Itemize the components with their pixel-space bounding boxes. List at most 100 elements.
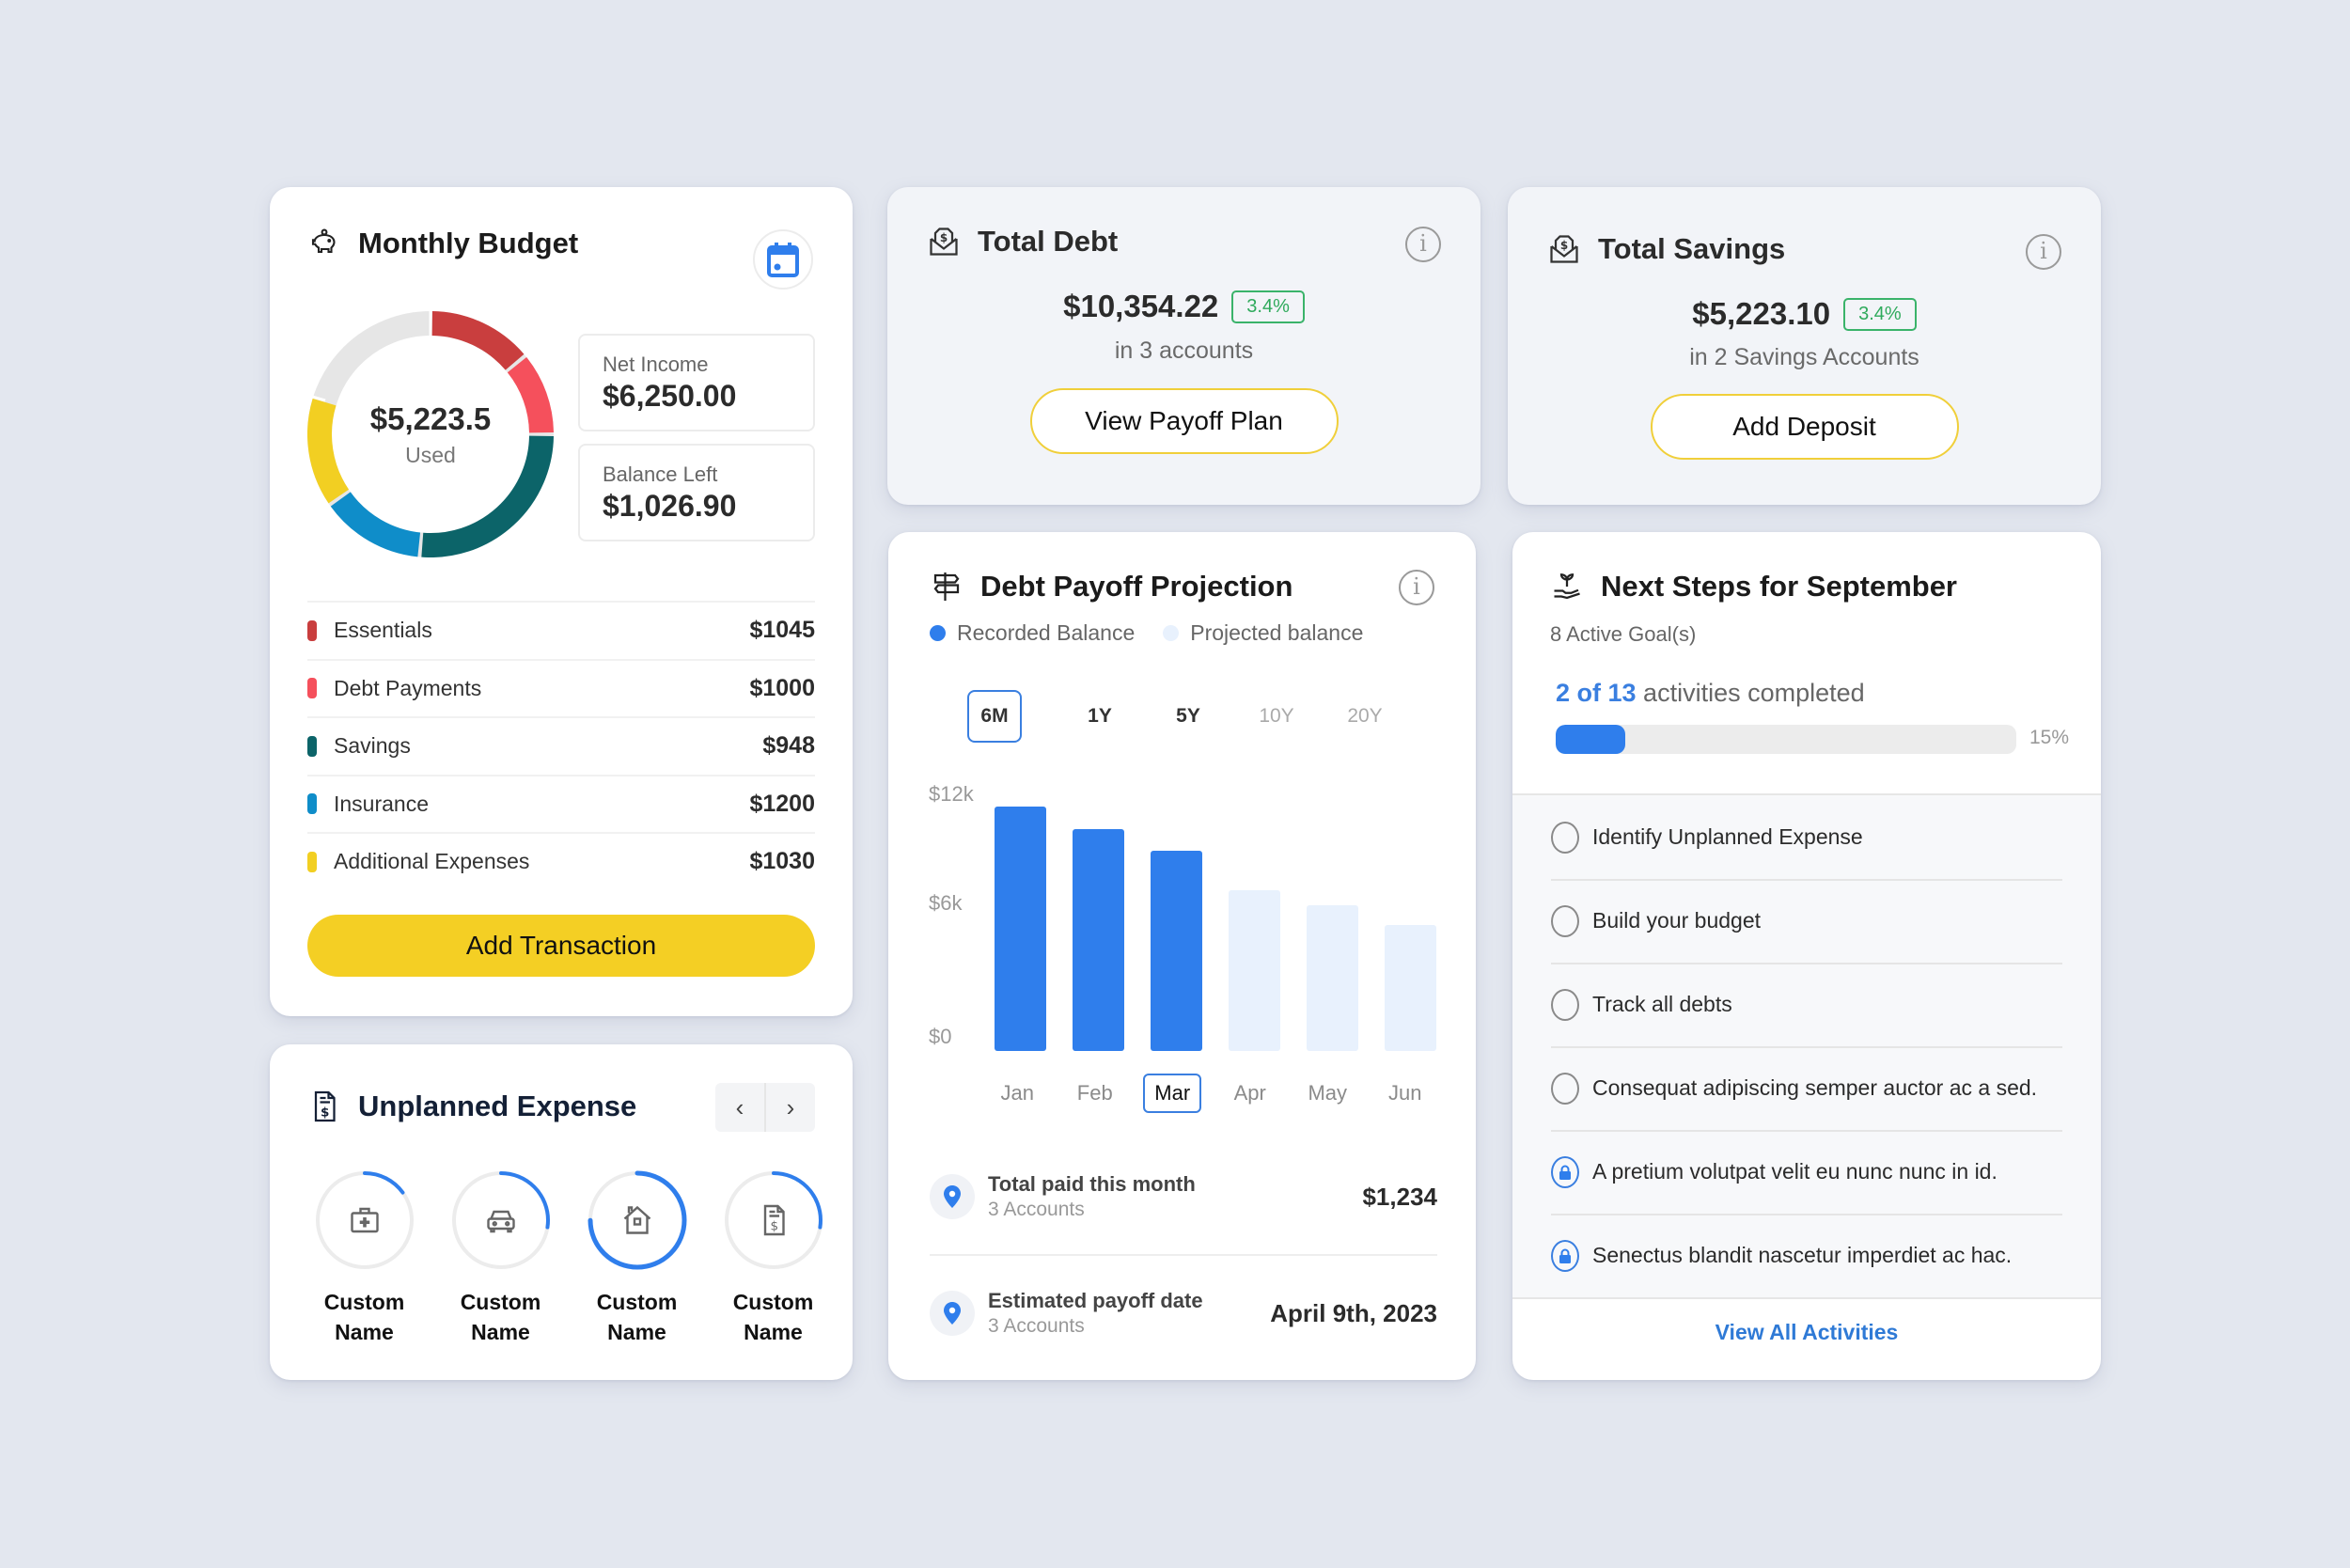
activity-item-locked: Senectus blandit nascetur imperdiet ac h… bbox=[1551, 1214, 2062, 1297]
activity-item[interactable]: Build your budget bbox=[1551, 879, 2062, 963]
view-all-activities-link[interactable]: View All Activities bbox=[1715, 1320, 1899, 1344]
next-steps-card: Next Steps for September 8 Active Goal(s… bbox=[1512, 532, 2101, 1380]
first-aid-icon bbox=[350, 1207, 379, 1233]
expense-item[interactable]: Custom Name bbox=[296, 1170, 432, 1347]
bar-jun[interactable] bbox=[1385, 925, 1436, 1051]
next-steps-header: Next Steps for September bbox=[1550, 570, 1957, 604]
change-badge: 3.4% bbox=[1231, 290, 1305, 323]
payoff-date-row: Estimated payoff date 3 Accounts April 9… bbox=[930, 1271, 1437, 1356]
info-icon[interactable]: i bbox=[1405, 227, 1441, 262]
month-jun[interactable]: Jun bbox=[1388, 1081, 1422, 1105]
activity-item[interactable]: Consequat adipiscing semper auctor ac a … bbox=[1551, 1046, 2062, 1130]
y-tick-6k: $6k bbox=[929, 891, 963, 915]
progress-ring bbox=[588, 1170, 687, 1270]
total-savings-title: Total Savings bbox=[1598, 232, 1786, 265]
add-deposit-button[interactable]: Add Deposit bbox=[1650, 394, 1959, 460]
expense-list: Custom Name Custom Name Custom Name $ Custo… bbox=[296, 1170, 841, 1347]
month-mar[interactable]: Mar bbox=[1134, 1072, 1212, 1115]
divider bbox=[1551, 963, 2062, 964]
legend-dot bbox=[930, 625, 946, 641]
total-debt-amount: $10,354.22 bbox=[1063, 289, 1219, 323]
radio-circle-icon[interactable] bbox=[1551, 988, 1579, 1021]
next-button[interactable]: › bbox=[786, 1092, 795, 1121]
calendar-button[interactable] bbox=[753, 229, 813, 290]
add-transaction-button[interactable]: Add Transaction bbox=[307, 915, 815, 977]
expense-name: Custom Name bbox=[732, 1290, 814, 1344]
total-savings-amount: $5,223.10 bbox=[1692, 296, 1831, 331]
progress-ring: $ bbox=[724, 1170, 823, 1270]
radio-circle-icon[interactable] bbox=[1551, 821, 1579, 854]
budget-row-insurance[interactable]: Insurance $1200 bbox=[307, 774, 815, 833]
y-tick-0: $0 bbox=[929, 1025, 952, 1048]
net-income-box: Net Income $6,250.00 bbox=[578, 334, 815, 431]
range-1y[interactable]: 1Y bbox=[1088, 705, 1112, 727]
info-icon[interactable]: i bbox=[1399, 570, 1434, 605]
category-amount: $1000 bbox=[749, 674, 815, 701]
location-pin-icon bbox=[944, 1185, 961, 1208]
payoff-date-title: Estimated payoff date bbox=[988, 1289, 1203, 1312]
monthly-budget-header: Monthly Budget bbox=[307, 227, 578, 260]
prev-button[interactable]: ‹ bbox=[715, 1083, 766, 1132]
bar-feb[interactable] bbox=[1073, 829, 1124, 1051]
category-label: Debt Payments bbox=[334, 675, 482, 700]
bar-jan[interactable] bbox=[995, 807, 1046, 1051]
budget-row-debt-payments[interactable]: Debt Payments $1000 bbox=[307, 658, 815, 717]
range-10y[interactable]: 10Y bbox=[1259, 705, 1294, 727]
total-paid-title: Total paid this month bbox=[988, 1172, 1196, 1196]
signpost-icon bbox=[933, 572, 960, 601]
expense-item[interactable]: Custom Name bbox=[432, 1170, 569, 1347]
money-envelope-icon: $ bbox=[930, 227, 958, 256]
invoice-dollar-icon: $ bbox=[314, 1090, 336, 1122]
net-income-value: $6,250.00 bbox=[603, 379, 737, 413]
budget-row-essentials[interactable]: Essentials $1045 bbox=[307, 601, 815, 659]
balance-left-box: Balance Left $1,026.90 bbox=[578, 444, 815, 541]
category-label: Essentials bbox=[334, 618, 432, 643]
expense-item[interactable]: $ Custom Name bbox=[705, 1170, 841, 1347]
expense-name: Custom Name bbox=[596, 1290, 678, 1344]
budget-category-list: Essentials $1045 Debt Payments $1000 Sav… bbox=[307, 601, 815, 890]
location-pin-icon bbox=[944, 1302, 961, 1325]
calendar-icon bbox=[767, 243, 799, 277]
divider bbox=[1551, 879, 2062, 881]
total-debt-subtitle: in 3 accounts bbox=[1114, 337, 1254, 364]
range-5y[interactable]: 5Y bbox=[1176, 705, 1200, 727]
lock-icon bbox=[1551, 1155, 1579, 1188]
month-feb[interactable]: Feb bbox=[1076, 1081, 1113, 1105]
svg-text:$: $ bbox=[1560, 239, 1568, 252]
payoff-date-value: April 9th, 2023 bbox=[1270, 1298, 1437, 1327]
change-badge: 3.4% bbox=[1843, 297, 1917, 331]
info-icon[interactable]: i bbox=[2026, 234, 2061, 270]
view-payoff-plan-button[interactable]: View Payoff Plan bbox=[1029, 388, 1339, 454]
bar-apr[interactable] bbox=[1229, 890, 1280, 1051]
range-20y[interactable]: 20Y bbox=[1347, 705, 1383, 727]
radio-circle-icon[interactable] bbox=[1551, 904, 1579, 937]
progress-fill bbox=[1556, 725, 1625, 754]
y-tick-12k: $12k bbox=[929, 782, 974, 806]
radio-circle-icon[interactable] bbox=[1551, 1072, 1579, 1105]
expense-item[interactable]: Custom Name bbox=[569, 1170, 705, 1347]
balance-left-label: Balance Left bbox=[603, 463, 718, 486]
activity-item-locked: A pretium volutpat velit eu nunc nunc in… bbox=[1551, 1130, 2062, 1214]
activity-item[interactable]: Track all debts bbox=[1551, 963, 2062, 1046]
expense-name: Custom Name bbox=[323, 1290, 405, 1344]
bar-may[interactable] bbox=[1307, 905, 1358, 1051]
svg-text:$: $ bbox=[940, 231, 948, 244]
activity-item[interactable]: Identify Unplanned Expense bbox=[1551, 795, 2062, 879]
unplanned-expense-card: $ Unplanned Expense ‹ › Custom Name Custo… bbox=[270, 1044, 853, 1380]
total-debt-title: Total Debt bbox=[978, 225, 1119, 258]
month-may[interactable]: May bbox=[1308, 1081, 1348, 1105]
month-jan[interactable]: Jan bbox=[1000, 1081, 1034, 1105]
legend-recorded: Recorded Balance bbox=[930, 620, 1135, 646]
bar-mar[interactable] bbox=[1151, 851, 1202, 1051]
category-amount: $948 bbox=[762, 732, 815, 760]
donut-used-value: $5,223.5 bbox=[369, 400, 492, 436]
budget-row-savings[interactable]: Savings $948 bbox=[307, 716, 815, 775]
budget-row-additional-expenses[interactable]: Additional Expenses $1030 bbox=[307, 832, 815, 890]
month-apr[interactable]: Apr bbox=[1233, 1081, 1266, 1105]
range-6m[interactable]: 6M bbox=[967, 690, 1022, 743]
progress-percent: 15% bbox=[2029, 727, 2070, 748]
progress-ring bbox=[315, 1170, 415, 1270]
monthly-budget-title: Monthly Budget bbox=[358, 227, 579, 259]
donut-used-label: Used bbox=[405, 442, 456, 467]
color-swatch bbox=[307, 793, 317, 815]
